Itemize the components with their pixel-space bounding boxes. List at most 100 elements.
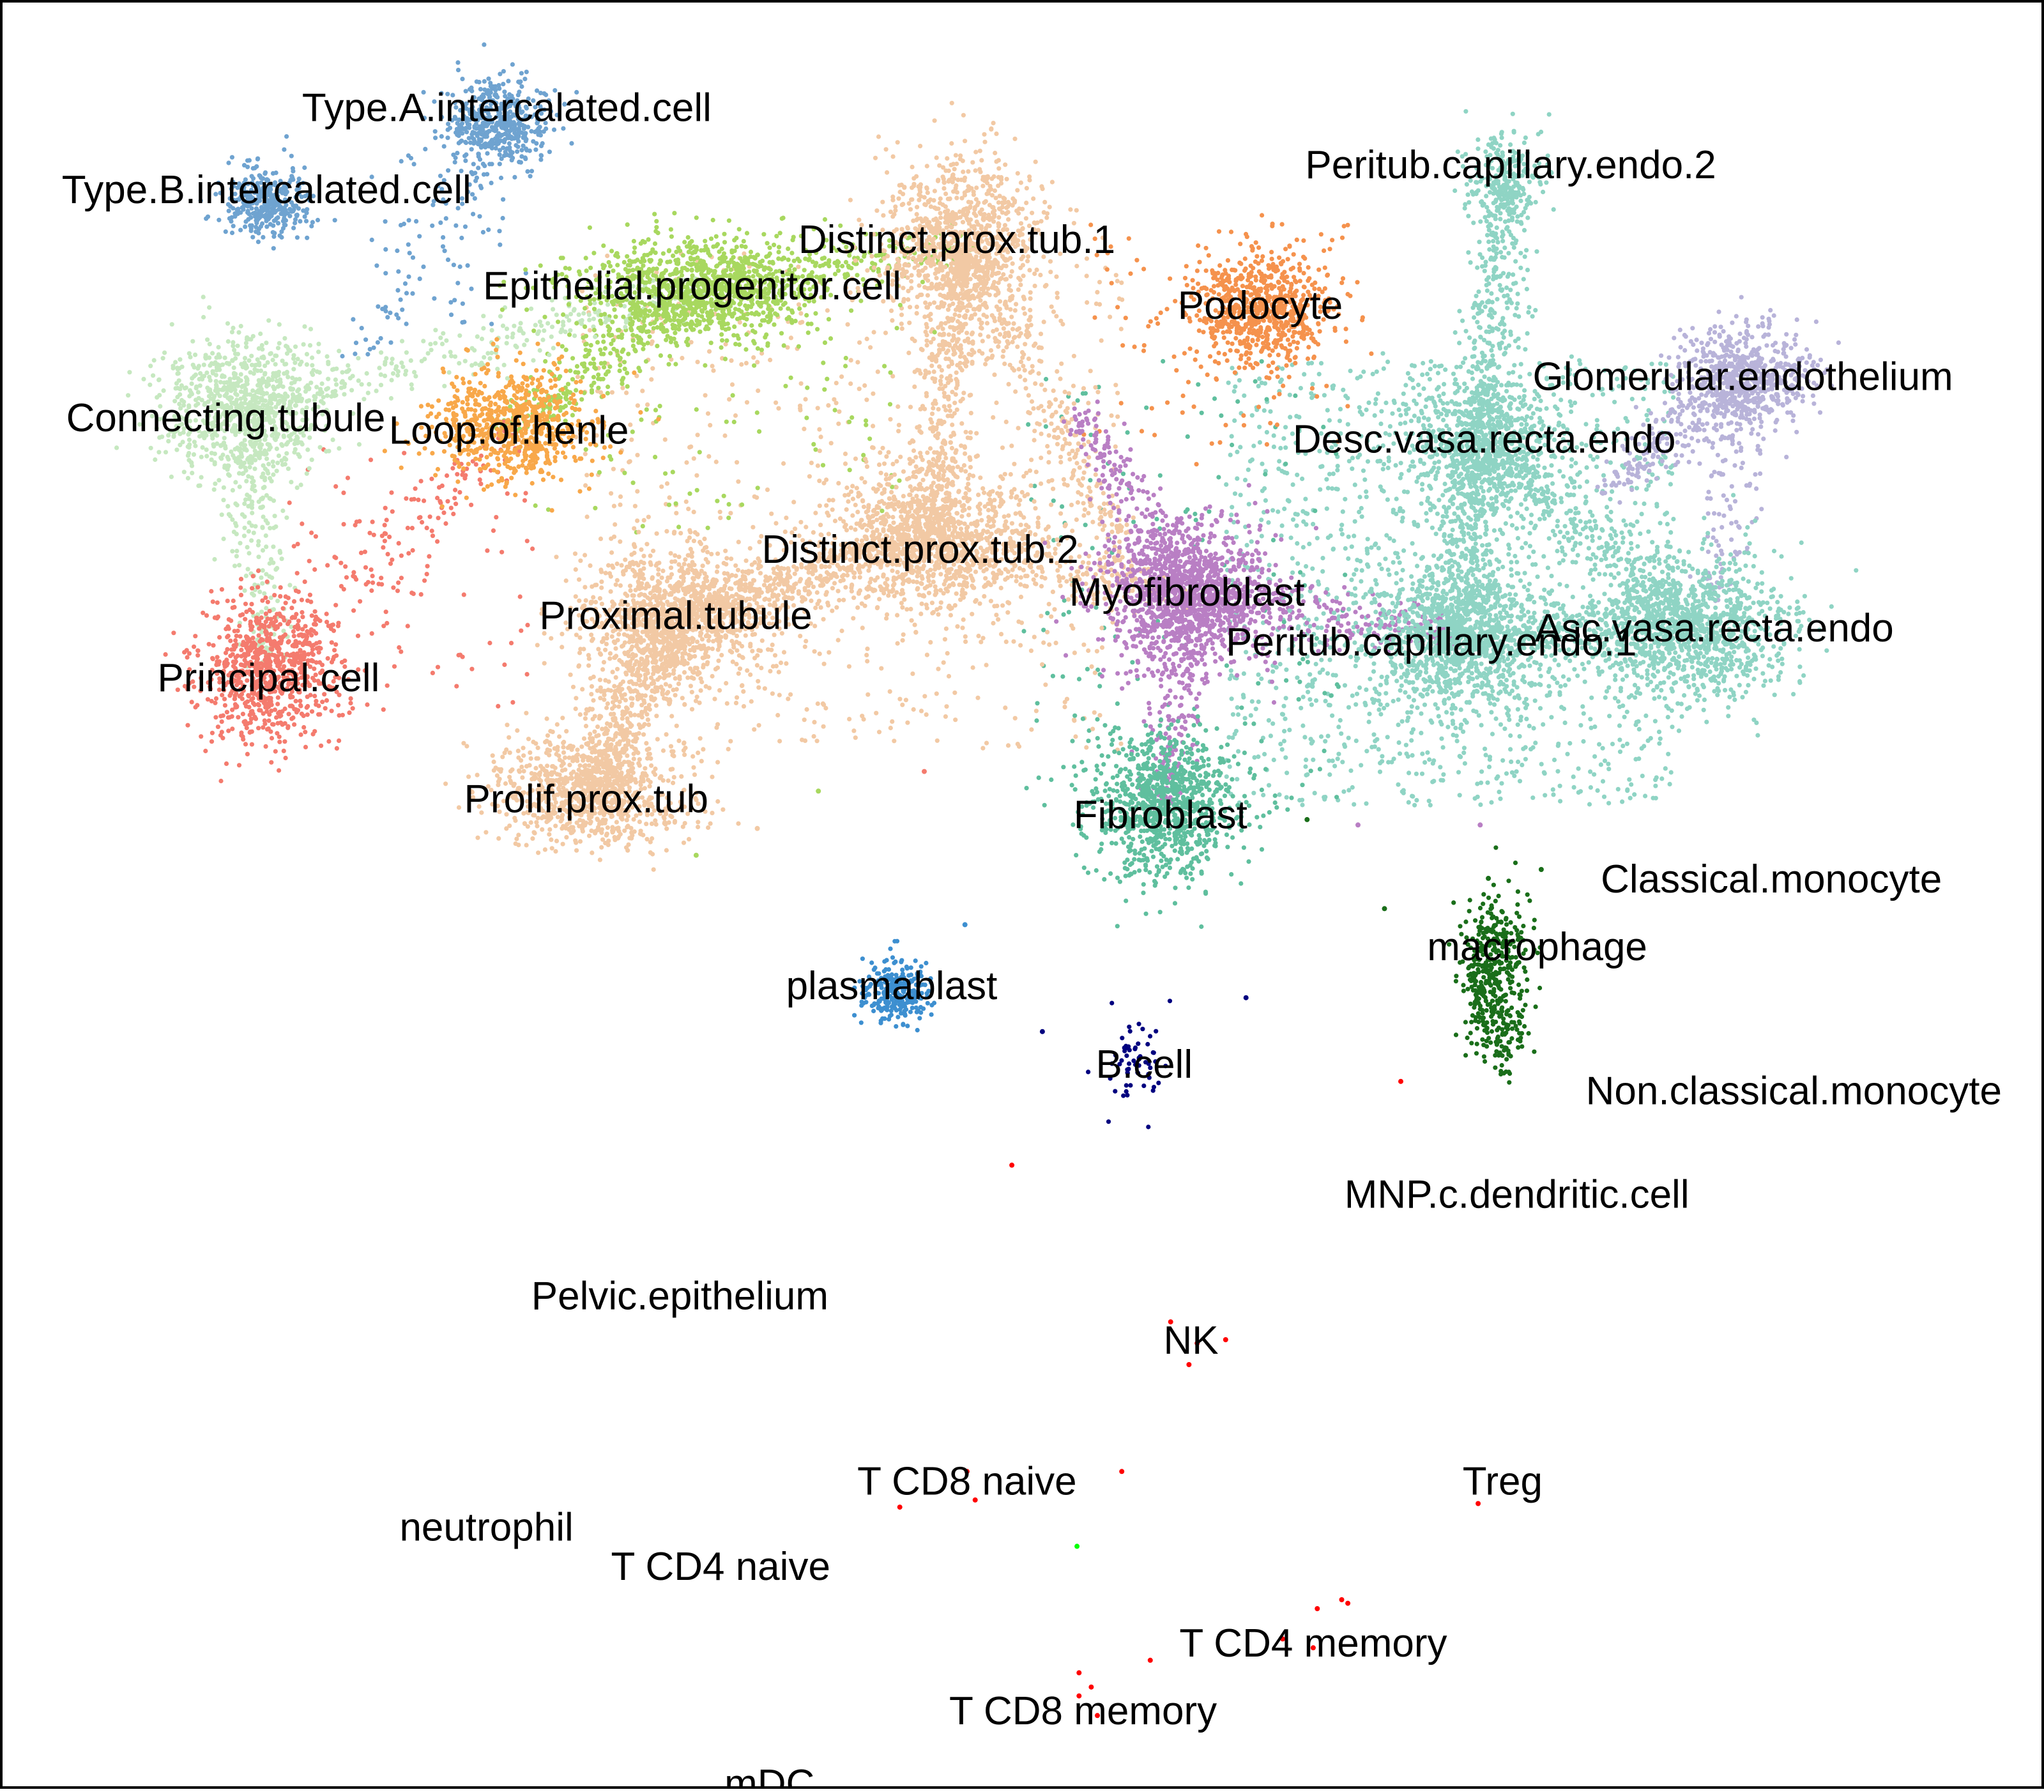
data-point [694, 407, 699, 412]
data-point [1312, 677, 1317, 682]
data-point [666, 362, 671, 367]
data-point [1625, 787, 1630, 792]
data-point [919, 708, 924, 714]
data-point [821, 724, 826, 729]
data-point [980, 351, 985, 356]
data-point [1346, 788, 1352, 793]
data-point [1007, 362, 1012, 367]
data-point [1021, 364, 1026, 369]
data-point [989, 355, 995, 360]
data-point [1274, 685, 1279, 691]
data-point [803, 397, 808, 402]
data-point [1318, 361, 1324, 366]
data-point [1283, 425, 1288, 430]
data-point [1051, 486, 1056, 491]
data-point [667, 495, 672, 500]
data-point [845, 322, 850, 327]
data-point [430, 670, 436, 675]
data-point [1622, 714, 1627, 719]
data-point [1633, 500, 1638, 506]
data-point [1612, 430, 1617, 435]
data-point [609, 491, 614, 496]
data-point [1539, 427, 1544, 432]
data-point [1230, 442, 1235, 448]
data-point [887, 402, 893, 407]
data-point [689, 707, 695, 712]
data-point [339, 560, 344, 565]
data-point [1300, 545, 1306, 550]
data-point [1058, 376, 1063, 381]
data-point [1108, 314, 1113, 319]
data-point [942, 438, 947, 443]
data-point [1397, 509, 1402, 514]
data-point [652, 680, 657, 685]
data-point [823, 592, 828, 597]
data-point [1060, 447, 1065, 452]
data-point [1581, 711, 1586, 716]
data-point [1479, 723, 1484, 728]
data-point [620, 385, 625, 390]
data-point [1085, 300, 1090, 305]
data-point [1332, 763, 1338, 769]
data-point [1012, 308, 1018, 313]
data-point [1541, 722, 1546, 727]
data-point [578, 558, 583, 563]
data-point [1665, 539, 1670, 544]
data-point [1043, 682, 1048, 687]
data-point [1259, 517, 1264, 523]
data-point [1000, 354, 1005, 359]
data-point [1035, 701, 1040, 706]
data-point [1300, 476, 1305, 482]
data-point [1392, 400, 1397, 406]
data-point [1020, 355, 1025, 360]
data-point [751, 525, 756, 530]
data-point [1530, 795, 1536, 800]
data-point [1359, 514, 1364, 519]
data-point [950, 422, 955, 427]
data-point [609, 742, 614, 747]
data-point [1509, 759, 1514, 764]
data-point [1025, 574, 1030, 579]
data-point [1065, 406, 1070, 411]
data-point [1578, 519, 1583, 524]
data-point [1587, 571, 1592, 576]
data-point [1110, 529, 1115, 535]
data-point [635, 403, 641, 408]
data-point [974, 431, 979, 436]
data-point [1171, 354, 1177, 359]
data-point [705, 525, 710, 530]
data-point [1290, 431, 1295, 436]
data-point [1014, 579, 1019, 584]
data-point [1357, 685, 1362, 690]
data-point [1049, 777, 1054, 783]
data-point [1196, 243, 1201, 249]
data-point [646, 514, 651, 519]
data-point [1358, 558, 1363, 564]
data-point [1551, 792, 1556, 797]
data-point [1325, 535, 1331, 540]
data-point [1028, 296, 1033, 301]
data-point [1216, 229, 1222, 234]
data-point [1072, 650, 1077, 655]
data-point [1101, 527, 1106, 532]
data-point [757, 429, 762, 434]
data-point [1659, 776, 1665, 781]
data-point [1246, 502, 1251, 507]
data-point [611, 700, 616, 705]
data-point [1518, 502, 1523, 507]
data-point [805, 385, 810, 390]
data-point [1384, 401, 1389, 406]
data-point [1066, 420, 1071, 425]
data-point [1329, 445, 1334, 450]
data-point [1513, 553, 1518, 559]
data-point [1286, 499, 1292, 504]
data-point [1428, 802, 1433, 808]
data-point [1262, 751, 1267, 757]
data-point [617, 357, 622, 362]
data-point [1576, 766, 1581, 771]
data-point [747, 581, 752, 586]
data-point [1475, 794, 1480, 799]
data-point [1343, 496, 1348, 502]
data-point [1523, 497, 1528, 502]
data-point [646, 722, 652, 727]
